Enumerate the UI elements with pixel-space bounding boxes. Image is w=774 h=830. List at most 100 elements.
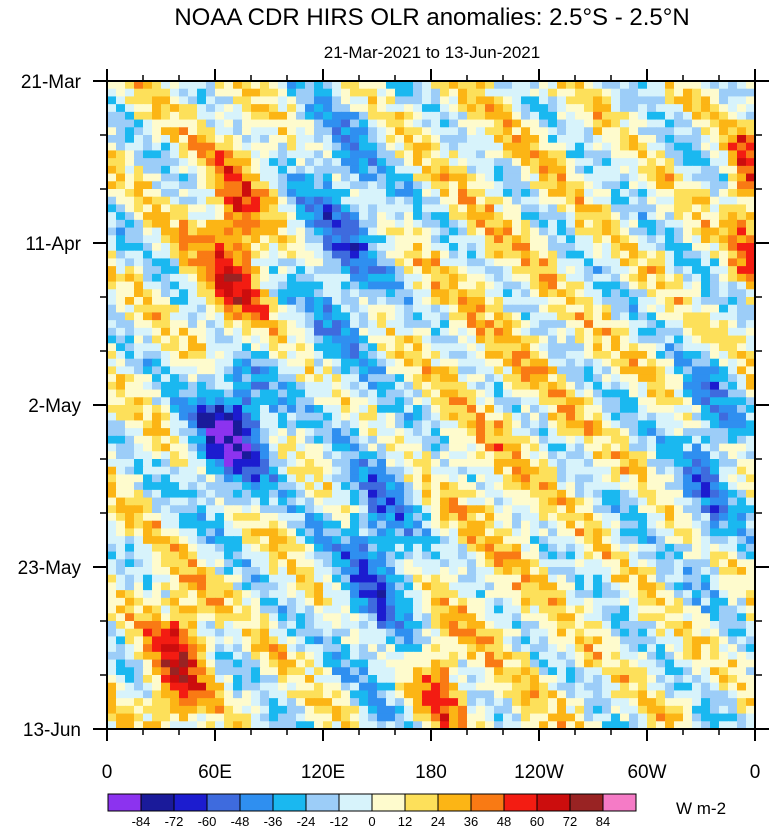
heatmap-cell (620, 250, 630, 260)
heatmap-cell (683, 466, 693, 476)
heatmap-cell (377, 297, 387, 306)
heatmap-cell (188, 428, 198, 437)
heatmap-cell (467, 196, 477, 206)
heatmap-cell (188, 297, 198, 306)
heatmap-cell (746, 428, 756, 437)
heatmap-cell (323, 204, 333, 213)
heatmap-cell (458, 273, 468, 283)
heatmap-cell (215, 173, 225, 182)
heatmap-cell (224, 597, 234, 607)
heatmap-cell (728, 474, 738, 483)
heatmap-cell (116, 613, 126, 622)
heatmap-cell (593, 351, 603, 360)
heatmap-cell (206, 196, 216, 206)
heatmap-cell (674, 235, 684, 244)
heatmap-cell (404, 536, 414, 545)
heatmap-cell (377, 212, 387, 221)
heatmap-cell (296, 528, 306, 537)
heatmap-cell (197, 528, 207, 537)
heatmap-cell (197, 165, 207, 175)
heatmap-cell (737, 351, 747, 360)
heatmap-cell (296, 135, 306, 144)
heatmap-cell (278, 489, 288, 499)
heatmap-cell (719, 204, 729, 213)
heatmap-cell (323, 289, 333, 298)
heatmap-cell (422, 389, 432, 398)
heatmap-cell (485, 574, 495, 584)
heatmap-cell (566, 381, 576, 391)
heatmap-cell (530, 165, 540, 175)
heatmap-cell (494, 111, 504, 121)
heatmap-cell (287, 212, 297, 221)
heatmap-cell (215, 505, 225, 514)
heatmap-cell (710, 111, 720, 121)
heatmap-cell (332, 451, 342, 460)
heatmap-cell (566, 466, 576, 476)
heatmap-cell (278, 196, 288, 206)
heatmap-cell (746, 181, 756, 190)
heatmap-cell (395, 119, 405, 128)
heatmap-cell (404, 320, 414, 329)
heatmap-cell (278, 327, 288, 337)
heatmap-cell (548, 466, 558, 476)
heatmap-cell (341, 212, 351, 221)
heatmap-cell (332, 397, 342, 406)
heatmap-cell (386, 482, 396, 491)
heatmap-cell (206, 127, 216, 136)
heatmap-cell (305, 181, 315, 190)
heatmap-cell (287, 605, 297, 614)
heatmap-cell (467, 482, 477, 491)
heatmap-cell (512, 96, 522, 105)
heatmap-cell (674, 505, 684, 514)
heatmap-cell (728, 590, 738, 599)
heatmap-cell (125, 536, 135, 545)
heatmap-cell (242, 235, 252, 244)
heatmap-cell (431, 489, 441, 499)
heatmap-cell (692, 289, 702, 298)
heatmap-cell (629, 428, 639, 437)
heatmap-cell (116, 111, 126, 121)
heatmap-cell (422, 482, 432, 491)
heatmap-cell (665, 189, 675, 198)
heatmap-cell (422, 466, 432, 476)
heatmap-cell (368, 204, 378, 213)
heatmap-cell (602, 250, 612, 260)
heatmap-cell (683, 181, 693, 190)
heatmap-cell (215, 165, 225, 175)
heatmap-cell (161, 605, 171, 614)
heatmap-cell (512, 412, 522, 422)
heatmap-cell (377, 358, 387, 368)
heatmap-cell (575, 289, 585, 298)
heatmap-cell (143, 374, 153, 383)
heatmap-cell (521, 574, 531, 584)
heatmap-cell (566, 397, 576, 406)
heatmap-cell (485, 567, 495, 576)
heatmap-cell (584, 304, 594, 314)
heatmap-cell (647, 536, 657, 545)
heatmap-cell (287, 258, 297, 267)
heatmap-cell (422, 250, 432, 260)
heatmap-cell (458, 88, 468, 98)
heatmap-cell (323, 119, 333, 128)
heatmap-cell (260, 142, 270, 152)
heatmap-cell (197, 266, 207, 275)
heatmap-cell (494, 243, 504, 252)
heatmap-cell (557, 111, 567, 121)
heatmap-cell (458, 119, 468, 128)
heatmap-cell (341, 497, 351, 506)
heatmap-cell (737, 158, 747, 167)
heatmap-cell (539, 88, 549, 98)
heatmap-cell (188, 567, 198, 576)
heatmap-cell (647, 96, 657, 105)
heatmap-cell (674, 528, 684, 537)
heatmap-cell (701, 551, 711, 560)
heatmap-cell (206, 474, 216, 483)
heatmap-cell (665, 104, 675, 113)
heatmap-cell (224, 497, 234, 506)
heatmap-cell (521, 597, 531, 607)
heatmap-cell (719, 459, 729, 468)
heatmap-cell (404, 335, 414, 344)
heatmap-cell (539, 196, 549, 206)
heatmap-cell (647, 513, 657, 522)
heatmap-cell (278, 96, 288, 105)
